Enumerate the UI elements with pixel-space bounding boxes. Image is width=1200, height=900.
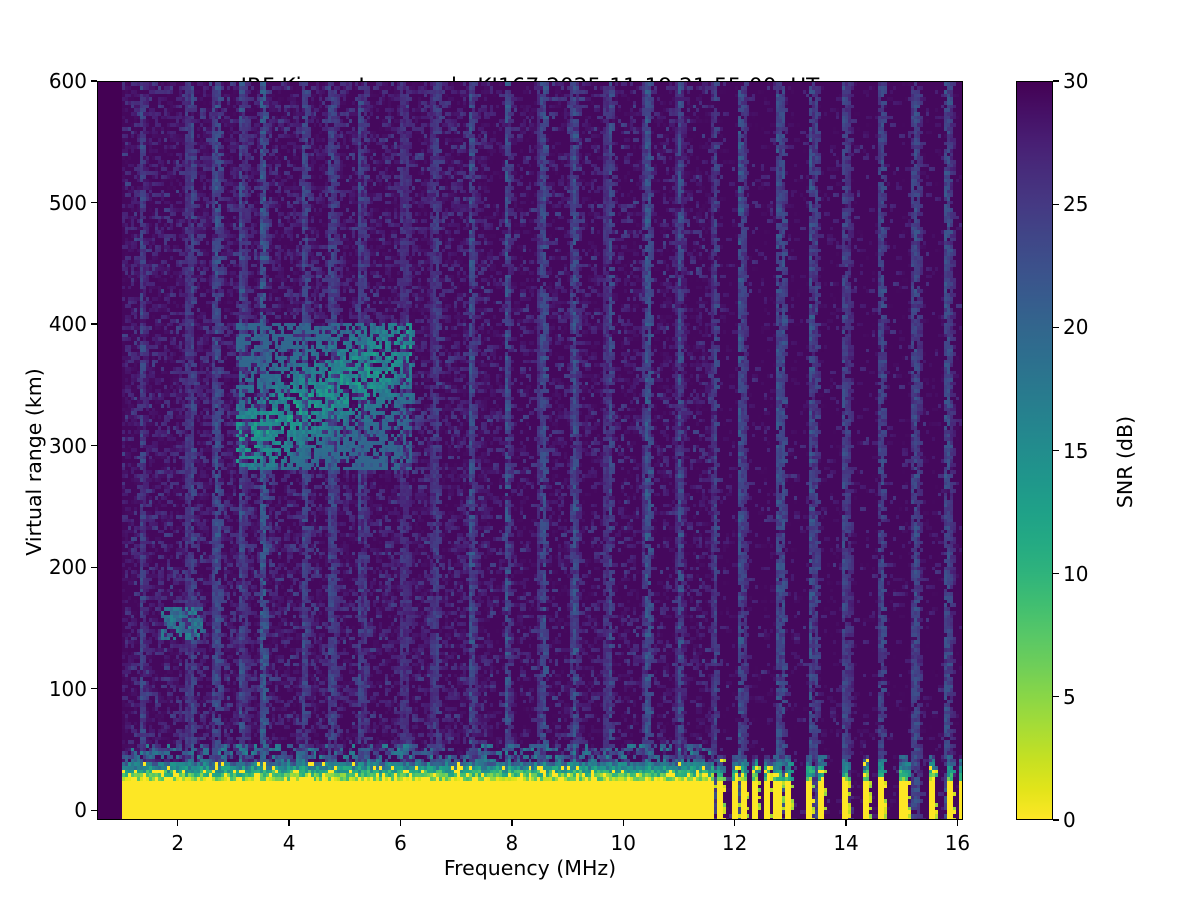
colorbar-tick-mark xyxy=(1053,326,1059,328)
y-tick-label: 300 xyxy=(48,433,87,458)
x-tick-mark xyxy=(622,820,624,826)
colorbar-tick-mark xyxy=(1053,819,1059,821)
y-tick-label: 100 xyxy=(48,676,87,701)
x-tick-mark xyxy=(956,820,959,826)
y-tick-mark xyxy=(91,323,97,325)
x-tick-mark xyxy=(734,820,736,826)
x-tick-label: 4 xyxy=(282,831,296,855)
y-tick-mark xyxy=(91,566,97,568)
x-tick-mark xyxy=(511,820,513,826)
ionogram-heatmap[interactable] xyxy=(98,82,962,819)
colorbar-tick-label: 5 xyxy=(1063,684,1076,709)
colorbar-tick-mark xyxy=(1053,449,1059,452)
x-tick-label: 2 xyxy=(171,831,185,855)
y-tick-mark xyxy=(91,444,97,447)
colorbar-tick-mark xyxy=(1053,80,1059,82)
colorbar-label: SNR (dB) xyxy=(1113,415,1137,509)
y-tick-mark xyxy=(91,688,97,690)
colorbar-tick-mark xyxy=(1053,573,1059,575)
colorbar-tick-mark xyxy=(1053,203,1059,205)
colorbar-tick-label: 25 xyxy=(1063,192,1089,217)
x-tick-label: 16 xyxy=(944,831,971,855)
y-axis-label: Virtual range (km) xyxy=(22,368,46,556)
x-tick-label: 8 xyxy=(505,831,519,855)
colorbar-gradient xyxy=(1017,82,1052,819)
x-tick-mark xyxy=(288,820,290,826)
colorbar-tick-label: 10 xyxy=(1063,561,1089,586)
y-tick-mark xyxy=(91,809,97,811)
x-tick-mark xyxy=(177,820,179,826)
colorbar[interactable] xyxy=(1016,81,1053,820)
y-tick-label: 400 xyxy=(48,312,87,337)
y-tick-mark xyxy=(91,80,97,82)
colorbar-tick-label: 30 xyxy=(1063,69,1089,93)
x-tick-mark xyxy=(399,820,402,826)
x-tick-label: 14 xyxy=(833,831,859,855)
x-tick-mark xyxy=(845,820,847,826)
y-tick-label: 500 xyxy=(48,190,87,215)
y-tick-label: 200 xyxy=(48,555,87,580)
y-tick-mark xyxy=(91,201,97,204)
x-tick-label: 10 xyxy=(610,831,637,855)
x-axis-label: Frequency (MHz) xyxy=(443,856,617,880)
x-tick-label: 6 xyxy=(394,831,407,855)
ionogram-axes[interactable] xyxy=(97,81,963,820)
colorbar-tick-label: 20 xyxy=(1063,315,1089,340)
colorbar-tick-mark xyxy=(1053,696,1059,698)
y-tick-label: 600 xyxy=(48,69,87,93)
x-tick-label: 12 xyxy=(721,831,748,855)
colorbar-tick-label: 15 xyxy=(1063,438,1089,463)
colorbar-tick-label: 0 xyxy=(1063,808,1076,832)
y-tick-label: 0 xyxy=(74,798,87,823)
